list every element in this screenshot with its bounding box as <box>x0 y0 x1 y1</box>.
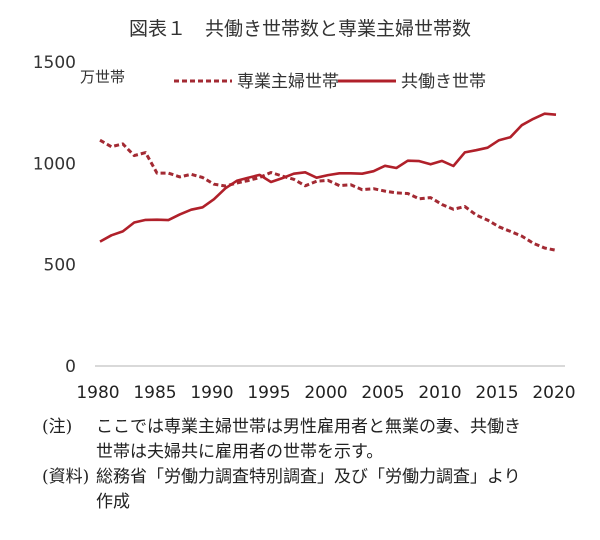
line-chart: 0 500 1000 1500 万世帯 1980 1985 1990 1995 2000 200… <box>33 53 576 403</box>
housewife-series-line <box>99 138 557 252</box>
y-tick-label: 0 <box>65 357 76 377</box>
source-item: (資料) 総務省「労働力調査特別調査」及び「労働力調査」より作成 <box>42 465 536 515</box>
x-tick-label: 2015 <box>475 383 518 403</box>
y-tick-label: 1500 <box>33 53 76 73</box>
x-tick-label: 2005 <box>361 383 404 403</box>
footnotes: (注) ここでは専業主婦世帯は男性雇用者と無業の妻、共働き世帯は夫婦共に雇用者の… <box>42 415 536 515</box>
y-axis-ticks: 0 500 1000 1500 <box>33 53 76 377</box>
note-text: ここでは専業主婦世帯は男性雇用者と無業の妻、共働き世帯は夫婦共に雇用者の世帯を示… <box>96 417 521 462</box>
x-tick-label: 2020 <box>532 383 575 403</box>
x-axis-ticks: 1980 1985 1990 1995 2000 2005 2010 2015 2020 <box>76 383 575 403</box>
note-tag: (注) <box>42 417 73 437</box>
dual-income-series-line <box>99 112 557 243</box>
series-lines <box>99 112 557 252</box>
x-tick-label: 1980 <box>76 383 119 403</box>
legend-label-housewife: 専業主婦世帯 <box>237 72 339 92</box>
note-item: (注) ここでは専業主婦世帯は男性雇用者と無業の妻、共働き世帯は夫婦共に雇用者の… <box>42 415 536 465</box>
y-tick-label: 500 <box>44 256 76 276</box>
x-tick-label: 1985 <box>133 383 176 403</box>
legend-label-dual-income: 共働き世帯 <box>401 72 486 92</box>
y-axis-unit: 万世帯 <box>80 68 125 86</box>
legend: 専業主婦世帯 共働き世帯 <box>174 72 486 92</box>
source-tag: (資料) <box>42 467 90 487</box>
chart-title: 図表１ 共働き世帯数と専業主婦世帯数 <box>128 18 471 40</box>
x-tick-label: 2010 <box>418 383 461 403</box>
x-tick-label: 1990 <box>190 383 233 403</box>
y-tick-label: 1000 <box>33 154 76 174</box>
source-text: 総務省「労働力調査特別調査」及び「労働力調査」より作成 <box>96 467 521 512</box>
x-tick-label: 2000 <box>304 383 347 403</box>
x-tick-label: 1995 <box>247 383 290 403</box>
